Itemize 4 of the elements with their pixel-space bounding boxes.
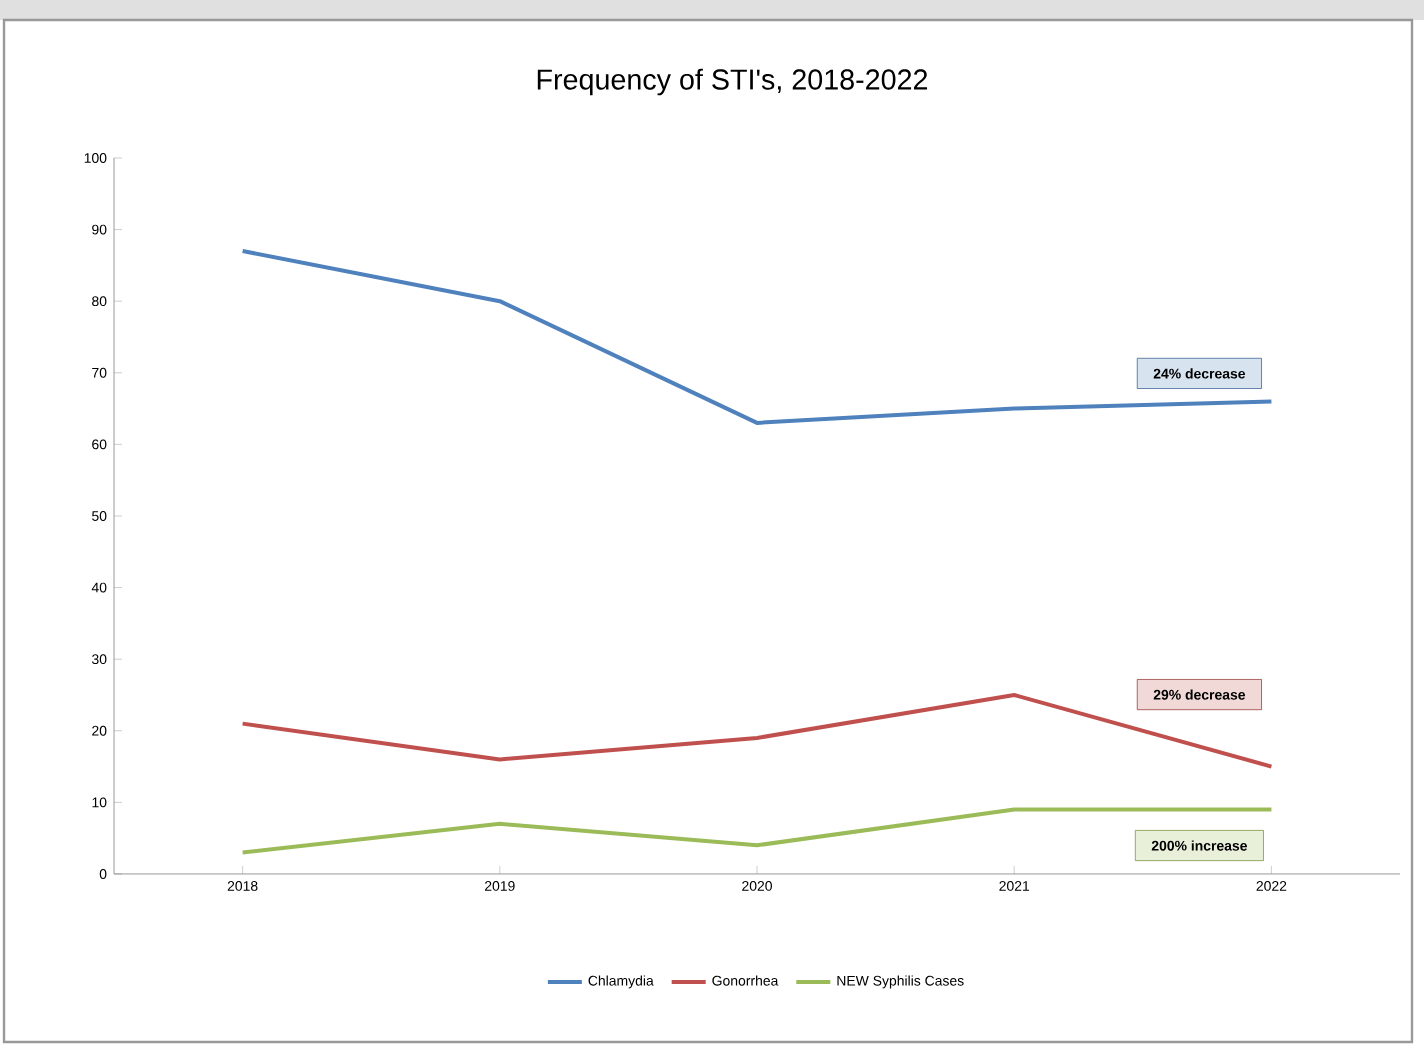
chart-title: Frequency of STI's, 2018-2022	[537, 68, 928, 96]
line-series	[240, 249, 1274, 425]
line-series	[240, 692, 1274, 769]
line-series	[240, 807, 1274, 855]
